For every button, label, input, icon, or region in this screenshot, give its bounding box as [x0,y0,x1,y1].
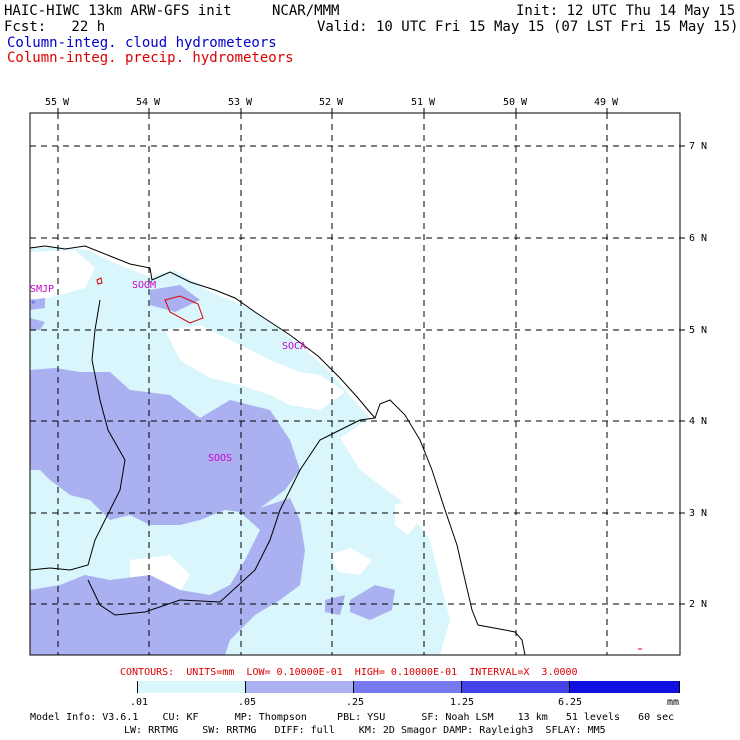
colorbar-cell [570,681,680,693]
clear-patch [30,250,95,300]
precip-contour [164,295,204,324]
colorbar-cell [354,681,462,693]
model-info-line1: Model Info: V3.6.1 CU: KF MP: Thompson P… [30,712,675,723]
map-frame [29,112,681,656]
plot-title: HAIC-HIWC 13km ARW-GFS init [4,3,232,19]
field-precip-label: Column-integ. precip. hydrometeors [7,50,294,66]
lat-label: 6 N [689,233,708,244]
colorbar-cell [30,681,138,693]
cloud-field-mid [30,298,45,310]
colorbar-label: 6.25 [558,697,583,708]
station-label: SOGM [132,280,157,291]
lon-label: 49 W [594,97,619,108]
lon-label: 55 W [45,97,70,108]
lon-label: 50 W [503,97,528,108]
cloud-field-mid [30,318,45,330]
model-info-line2: LW: RRTMG SW: RRTMG DIFF: full KM: 2D Sm… [124,725,606,736]
colorbar-cell [138,681,246,693]
colorbar-label: .05 [238,697,257,708]
lon-label: 54 W [136,97,161,108]
station-marker [32,300,36,304]
colorbar-label: .25 [346,697,365,708]
valid-time: Valid: 10 UTC Fri 15 May 15 (07 LST Fri … [317,19,739,35]
colorbar-cell [246,681,354,693]
lon-label: 51 W [411,97,436,108]
colorbar-label: .01 [130,697,149,708]
cloud-field-mid [150,285,200,312]
organization-label: NCAR/MMM [272,3,340,19]
tick-marks [57,108,685,605]
lon-label: 52 W [319,97,344,108]
clear-patch [395,500,420,535]
colorbar-label: 1.25 [450,697,475,708]
graticule [30,113,680,655]
lon-label: 53 W [228,97,253,108]
station-label: SMJP [30,284,55,295]
colorbar-units: mm [667,697,680,708]
coastline [29,245,526,656]
forecast-hour: Fcst: 22 h [4,19,106,35]
border-suriname-west [29,299,126,571]
cloud-field-mid [350,585,395,620]
field-cloud-label: Column-integ. cloud hydrometeors [7,35,277,51]
cloud-field-mid [30,368,305,655]
contour-info: CONTOURS: UNITS=mm LOW= 0.10000E-01 HIGH… [120,667,578,678]
colorbar-cell [462,681,570,693]
clear-patch [330,548,372,575]
init-time: Init: 12 UTC Thu 14 May 15 [516,3,736,19]
station-label: SOCA [282,341,307,352]
lat-label: 2 N [689,599,708,610]
lat-label: 5 N [689,325,708,336]
clear-patch [165,325,345,410]
lat-label: 7 N [689,141,708,152]
precip-contour-small [96,277,103,285]
cloud-field-mid [325,595,345,615]
station-label: SOOS [208,453,233,464]
border-suriname-east [87,417,376,616]
lat-label: 3 N [689,508,708,519]
lat-label: 4 N [689,416,708,427]
